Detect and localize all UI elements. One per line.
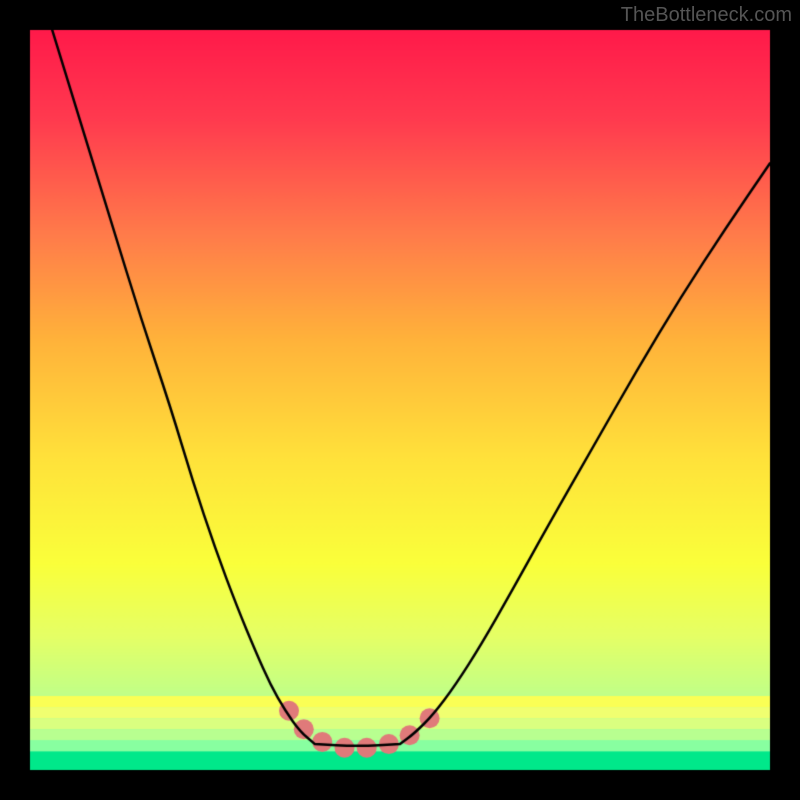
bottleneck-chart bbox=[0, 0, 800, 800]
